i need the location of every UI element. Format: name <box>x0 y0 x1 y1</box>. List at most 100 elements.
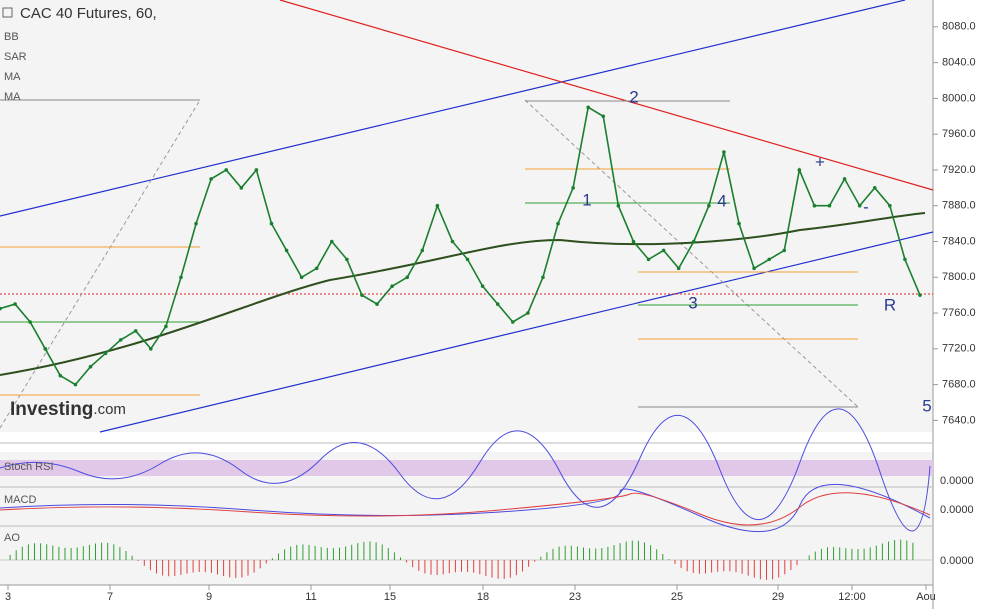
x-tick-label: 7 <box>107 591 113 603</box>
wave-label: R <box>884 295 896 314</box>
price-point <box>797 168 802 172</box>
price-point <box>360 293 364 297</box>
y-tick-label: 7640.0 <box>942 414 976 426</box>
x-tick-label: 15 <box>384 591 396 603</box>
wave-label: 5 <box>922 396 931 415</box>
y-tick-label: 8040.0 <box>942 57 976 69</box>
y-tick-label: 7920.0 <box>942 164 976 176</box>
price-point <box>13 302 17 306</box>
fib-line <box>0 99 201 429</box>
indicator-label[interactable]: BB <box>4 31 19 43</box>
x-tick-label: 25 <box>671 591 683 603</box>
indicator-label[interactable]: SAR <box>4 51 27 63</box>
price-point <box>284 248 289 253</box>
price-point <box>541 275 545 280</box>
price-point <box>646 257 651 262</box>
price-point <box>118 338 123 342</box>
price-point <box>586 105 590 110</box>
price-point <box>299 275 304 280</box>
x-tick-label: 12:00 <box>838 591 866 603</box>
macd-signal <box>0 492 931 526</box>
indicator-label[interactable]: MA <box>4 71 21 83</box>
trend-line <box>279 0 934 191</box>
price-point <box>103 351 108 356</box>
wave-label: 3 <box>688 293 697 312</box>
chart-title: CAC 40 Futures, 60, <box>20 5 157 22</box>
x-tick-label: 23 <box>569 591 581 603</box>
price-point <box>43 347 48 351</box>
collapse-icon[interactable] <box>2 7 13 18</box>
moving-average <box>0 212 926 376</box>
price-point <box>842 177 847 181</box>
price-point <box>827 203 832 208</box>
price-point <box>73 382 78 387</box>
wave-label: - <box>863 197 869 216</box>
pane-label[interactable]: Stoch RSI <box>4 461 54 473</box>
price-point <box>495 302 500 306</box>
price-point <box>631 239 636 244</box>
y-tick-label: 7800.0 <box>942 271 976 283</box>
price-point <box>782 248 787 253</box>
price-point <box>571 186 575 190</box>
pane-tick: 0.0000 <box>940 475 974 487</box>
y-tick-label: 8080.0 <box>942 21 976 33</box>
stoch-band <box>0 460 933 476</box>
pane-tick: 0.0000 <box>940 504 974 516</box>
price-point <box>737 221 741 226</box>
y-tick-label: 7760.0 <box>942 307 976 319</box>
price-point <box>616 203 621 208</box>
price-point <box>857 203 862 208</box>
x-tick-label: 11 <box>305 591 316 603</box>
x-tick-label: 29 <box>772 591 784 603</box>
y-tick-label: 8000.0 <box>942 92 976 104</box>
price-point <box>510 320 515 324</box>
pane-label[interactable]: MACD <box>4 494 36 506</box>
price-point <box>239 186 244 190</box>
price-point <box>435 203 440 208</box>
x-tick-label: 18 <box>477 591 489 603</box>
price-point <box>661 248 666 253</box>
price-line <box>0 106 921 386</box>
price-point <box>888 203 892 208</box>
price-point <box>450 239 455 244</box>
price-point <box>224 168 229 172</box>
price-point <box>812 203 817 208</box>
brand: Investing.com <box>10 399 126 420</box>
y-tick-label: 7720.0 <box>942 343 976 355</box>
price-point <box>420 248 425 253</box>
y-tick-label: 7880.0 <box>942 200 976 212</box>
price-point <box>390 284 394 289</box>
price-point <box>194 221 198 226</box>
price-point <box>405 275 410 280</box>
price-point <box>526 311 530 315</box>
price-point <box>254 168 259 172</box>
wave-label: 4 <box>717 191 726 210</box>
price-point <box>465 257 470 262</box>
price-point <box>752 266 756 271</box>
y-tick-label: 7840.0 <box>942 235 976 247</box>
price-point <box>918 293 922 297</box>
price-point <box>58 373 63 378</box>
price-point <box>330 239 334 244</box>
indicator-label[interactable]: MA <box>4 91 21 103</box>
pane-label[interactable]: AO <box>4 532 20 544</box>
price-point <box>149 347 153 351</box>
price-point <box>556 221 560 226</box>
price-point <box>133 329 138 333</box>
x-tick-label: 3 <box>5 591 11 603</box>
price-point <box>676 266 681 271</box>
price-point <box>88 364 93 369</box>
y-tick-label: 7680.0 <box>942 379 976 391</box>
price-point <box>691 239 696 244</box>
price-point <box>209 177 213 181</box>
price-point <box>345 257 349 262</box>
price-point <box>767 257 771 262</box>
price-point <box>707 203 711 208</box>
y-tick-label: 7960.0 <box>942 128 976 140</box>
price-point <box>179 275 183 280</box>
wave-label: 1 <box>582 190 591 209</box>
brand-suffix: .com <box>93 401 126 418</box>
x-tick-label: Aou <box>916 591 936 603</box>
price-point <box>0 306 2 311</box>
